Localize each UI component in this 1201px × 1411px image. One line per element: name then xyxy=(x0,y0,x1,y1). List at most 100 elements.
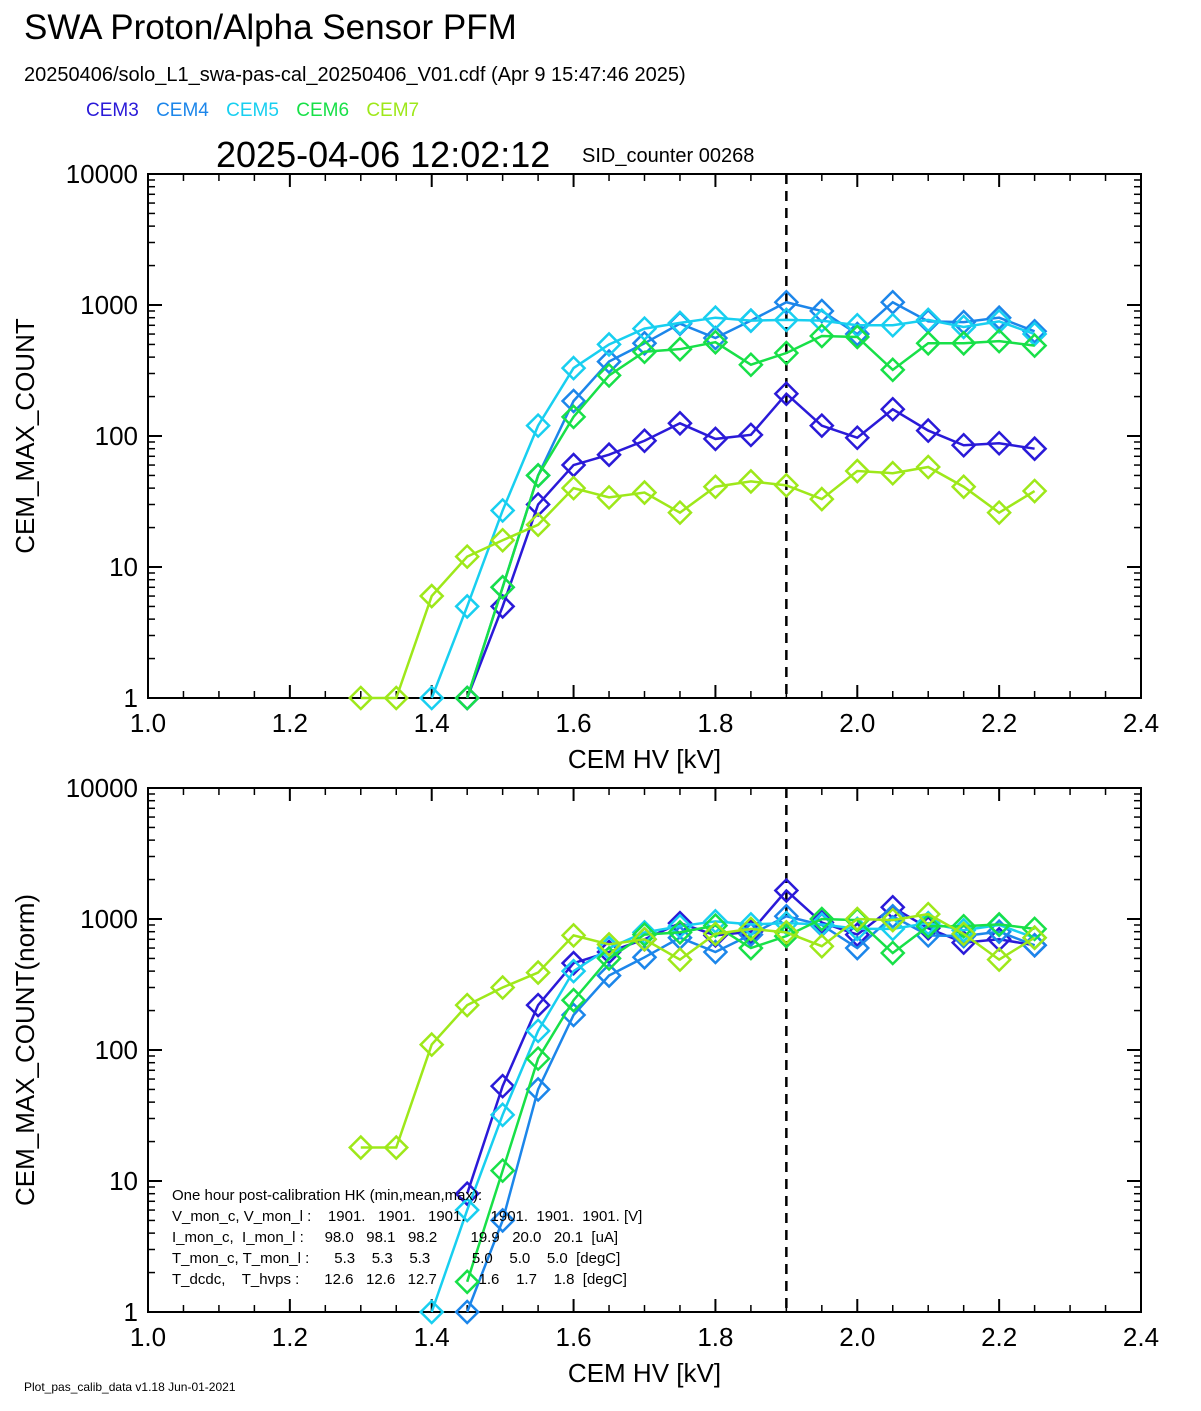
data-point xyxy=(631,919,658,946)
series-line xyxy=(360,912,1036,1149)
x-tick-label: 2.0 xyxy=(839,1322,875,1352)
x-tick-label: 1.6 xyxy=(555,708,591,738)
data-point xyxy=(773,472,800,499)
data-point xyxy=(560,987,587,1013)
data-point xyxy=(702,908,729,935)
data-point xyxy=(738,307,764,334)
data-point xyxy=(702,921,729,947)
legend-cem7: CEM7 xyxy=(366,100,420,121)
data-point xyxy=(560,404,587,430)
legend-cem6: CEM6 xyxy=(296,100,350,121)
data-point xyxy=(631,921,658,948)
legend-cem3: CEM3 xyxy=(86,100,139,121)
data-point xyxy=(809,906,835,932)
data-point xyxy=(738,422,764,448)
data-point xyxy=(596,962,622,989)
series-cem7 xyxy=(348,454,1048,711)
data-point xyxy=(738,916,764,942)
x-tick-label: 1.2 xyxy=(272,1322,308,1352)
data-point xyxy=(454,992,480,1018)
hk-row: T_dcdc, T_hvps : 12.6 12.6 12.7 1.6 1.7 … xyxy=(172,1271,627,1288)
data-point xyxy=(1021,318,1048,345)
data-point xyxy=(809,412,835,439)
footer-version: Plot_pas_calib_data v1.18 Jun-01-2021 xyxy=(24,1380,236,1394)
data-point xyxy=(560,958,587,984)
x-axis-label: CEM HV [kV] xyxy=(568,1358,721,1388)
data-point xyxy=(560,355,587,381)
series-line xyxy=(465,334,1035,699)
data-point xyxy=(560,922,587,949)
x-tick-label: 1.6 xyxy=(555,1322,591,1352)
data-point xyxy=(631,479,658,506)
data-point xyxy=(986,946,1012,973)
series-line xyxy=(430,920,1036,1313)
data-point xyxy=(454,1299,480,1325)
hk-header: One hour post-calibration HK (min,mean,m… xyxy=(172,1187,482,1204)
data-point xyxy=(596,362,622,389)
data-point xyxy=(1021,332,1048,359)
series-line xyxy=(360,465,1036,700)
data-point xyxy=(738,351,764,378)
data-point xyxy=(383,685,410,711)
data-point xyxy=(348,1134,374,1161)
data-point xyxy=(418,1031,445,1058)
data-point xyxy=(702,304,729,331)
data-point xyxy=(950,473,977,500)
x-tick-label: 2.4 xyxy=(1123,708,1159,738)
x-axis-label: CEM HV [kV] xyxy=(568,744,721,774)
data-point xyxy=(738,935,764,961)
y-tick-label: 10000 xyxy=(66,773,138,803)
data-point xyxy=(950,314,977,340)
data-point xyxy=(844,324,871,350)
data-point xyxy=(986,499,1012,526)
data-point xyxy=(702,473,729,500)
data-point xyxy=(454,543,480,570)
data-point xyxy=(383,1134,410,1161)
series-cem6 xyxy=(454,906,1048,1295)
data-point xyxy=(631,338,658,365)
x-tick-label: 1.0 xyxy=(130,1322,166,1352)
data-point xyxy=(631,944,658,971)
data-point xyxy=(879,312,906,339)
data-point xyxy=(596,331,622,358)
data-point xyxy=(844,935,871,961)
chart-title: SWA Proton/Alpha Sensor PFM xyxy=(24,8,517,47)
data-point xyxy=(986,430,1012,457)
data-point xyxy=(950,913,977,940)
series-cem6 xyxy=(454,323,1048,711)
sid-counter: SID_counter 00268 xyxy=(582,145,755,167)
y-tick-label: 10000 xyxy=(66,159,138,189)
data-point xyxy=(489,497,516,524)
plot-panel-2: 1.0 1.2 1.4 1.6 1.8 2.0 2.2 2.4 1 10 100 1000 10000 C… xyxy=(10,773,1159,1388)
data-point xyxy=(489,1102,516,1128)
data-point xyxy=(809,307,835,334)
data-point xyxy=(773,919,800,946)
series-cem5 xyxy=(418,304,1048,711)
data-point xyxy=(915,913,941,940)
data-point xyxy=(454,1197,480,1223)
series-line xyxy=(465,888,1035,1195)
x-tick-label: 2.4 xyxy=(1123,1322,1159,1352)
data-point xyxy=(950,921,977,947)
data-point xyxy=(773,307,800,333)
series-cem7 xyxy=(348,901,1048,1161)
data-point xyxy=(525,412,551,439)
data-point xyxy=(489,1157,516,1184)
data-point xyxy=(773,381,800,407)
y-axis-label: CEM_MAX_COUNT xyxy=(10,318,40,554)
x-tick-label: 1.4 xyxy=(414,1322,450,1352)
data-point xyxy=(915,901,941,927)
data-point xyxy=(879,940,906,966)
data-point xyxy=(596,441,622,468)
x-tick-label: 1.4 xyxy=(414,708,450,738)
timestamp: 2025-04-06 12:02:12 xyxy=(216,134,551,175)
data-point xyxy=(525,512,551,538)
data-point xyxy=(667,336,693,362)
data-point xyxy=(596,484,622,511)
data-point xyxy=(631,330,658,357)
x-tick-label: 2.2 xyxy=(981,708,1017,738)
data-point xyxy=(915,454,941,480)
data-point xyxy=(1021,924,1048,951)
data-point xyxy=(702,939,729,965)
